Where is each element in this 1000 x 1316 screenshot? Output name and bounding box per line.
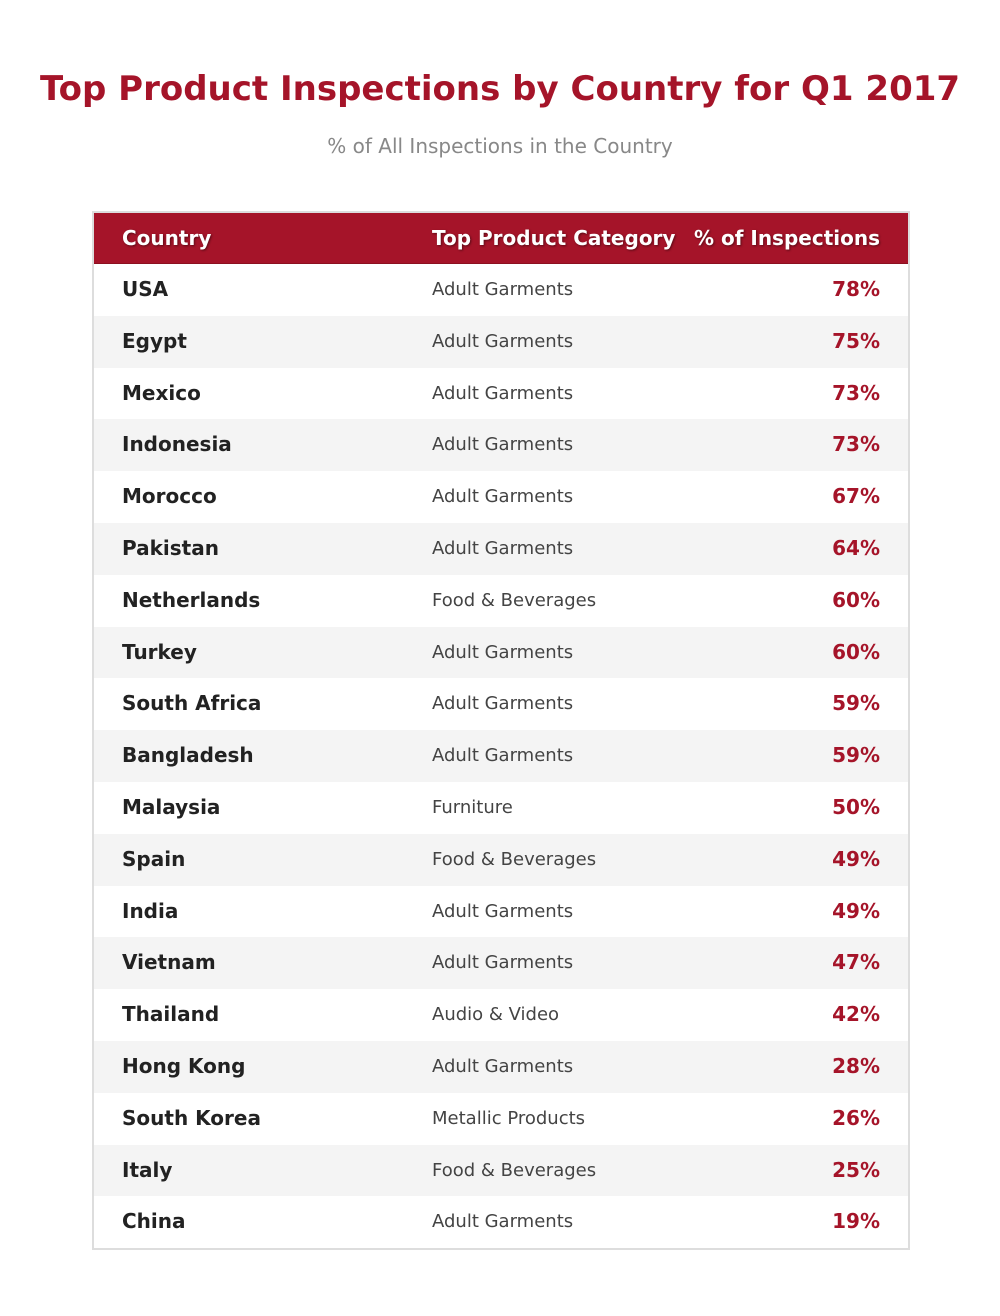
category-cell: Adult Garments	[432, 693, 574, 715]
percent-cell: 25%	[832, 1157, 880, 1182]
country-cell: Netherlands	[122, 587, 261, 612]
table-row: Thailand Audio & Video 42%	[94, 989, 908, 1041]
percent-cell: 42%	[832, 1002, 880, 1027]
category-cell: Adult Garments	[432, 330, 574, 352]
table-row: Hong Kong Adult Garments 28%	[94, 1040, 908, 1093]
percent-cell: 49%	[832, 846, 880, 871]
table-row: Malaysia Furniture 50%	[94, 781, 908, 834]
category-cell: Adult Garments	[432, 279, 574, 300]
percent-cell: 49%	[832, 898, 880, 923]
country-cell: Hong Kong	[122, 1053, 246, 1078]
column-header-country: Country	[122, 226, 212, 250]
percent-cell: 60%	[832, 639, 880, 664]
country-cell: USA	[122, 277, 169, 301]
category-cell: Adult Garments	[432, 486, 574, 508]
percent-cell: 64%	[832, 535, 880, 560]
category-cell: Adult Garments	[432, 1055, 574, 1077]
category-cell: Metallic Products	[432, 1107, 586, 1129]
category-cell: Food & Beverages	[432, 848, 597, 870]
page-title: Top Product Inspections by Country for Q…	[39, 69, 961, 109]
category-cell: Adult Garments	[432, 1211, 574, 1233]
percent-cell: 28%	[832, 1053, 880, 1078]
category-cell: Adult Garments	[432, 641, 574, 663]
country-cell: Pakistan	[122, 535, 219, 560]
percent-cell: 59%	[832, 691, 880, 716]
percent-cell: 78%	[832, 277, 880, 301]
table-row: South Korea Metallic Products 26%	[94, 1092, 908, 1145]
inspections-table: Country Top Product Category % of Inspec…	[92, 211, 910, 1251]
category-cell: Adult Garments	[432, 900, 574, 922]
percent-cell: 73%	[832, 380, 880, 405]
table-row: Pakistan Adult Garments 64%	[94, 522, 908, 575]
category-cell: Adult Garments	[432, 952, 574, 974]
category-cell: Food & Beverages	[432, 589, 597, 611]
category-cell: Adult Garments	[432, 537, 574, 559]
percent-cell: 73%	[832, 432, 880, 457]
percent-cell: 75%	[832, 328, 880, 353]
country-cell: Malaysia	[122, 794, 221, 819]
percent-cell: 59%	[832, 743, 880, 768]
table-row: Bangladesh Adult Garments 59%	[94, 730, 908, 782]
table-row: Morocco Adult Garments 67%	[94, 471, 908, 523]
category-cell: Adult Garments	[432, 434, 574, 456]
percent-cell: 67%	[832, 484, 880, 509]
table-row: Mexico Adult Garments 73%	[94, 367, 908, 420]
table-row: Italy Food & Beverages 25%	[94, 1144, 908, 1197]
table-row: Netherlands Food & Beverages 60%	[94, 574, 908, 627]
table-row: China Adult Garments 19%	[94, 1196, 908, 1249]
country-cell: Turkey	[122, 639, 197, 664]
table-body: USA Adult Garments 78% Egypt Adult Garments 7…	[94, 264, 908, 1249]
country-cell: Spain	[122, 846, 186, 871]
table-row: Egypt Adult Garments 75%	[94, 315, 908, 368]
country-cell: Indonesia	[122, 432, 232, 457]
table-row: USA Adult Garments 78%	[94, 264, 908, 316]
table-header: Country Top Product Category % of Inspec…	[94, 213, 908, 264]
percent-cell: 50%	[832, 794, 880, 819]
category-cell: Adult Garments	[432, 745, 574, 767]
country-cell: China	[122, 1209, 186, 1234]
category-cell: Audio & Video	[432, 1004, 560, 1026]
category-cell: Food & Beverages	[432, 1159, 597, 1181]
column-header-category: Top Product Category	[432, 226, 676, 250]
page-subtitle: % of All Inspections in the Country	[327, 134, 673, 158]
category-cell: Furniture	[432, 796, 513, 818]
country-cell: Italy	[122, 1157, 173, 1182]
country-cell: India	[122, 898, 179, 923]
country-cell: South Africa	[122, 691, 262, 716]
country-cell: Egypt	[122, 328, 187, 353]
table-row: Indonesia Adult Garments 73%	[94, 419, 908, 472]
table-row: Spain Food & Beverages 49%	[94, 833, 908, 886]
country-cell: Morocco	[122, 484, 217, 509]
country-cell: Bangladesh	[122, 743, 254, 768]
percent-cell: 60%	[832, 587, 880, 612]
country-cell: Thailand	[122, 1002, 220, 1027]
table-row: India Adult Garments 49%	[94, 885, 908, 938]
category-cell: Adult Garments	[432, 382, 574, 404]
table-row: Turkey Adult Garments 60%	[94, 626, 908, 679]
percent-cell: 19%	[832, 1209, 880, 1234]
country-cell: South Korea	[122, 1105, 261, 1130]
country-cell: Mexico	[122, 380, 201, 405]
table-row: South Africa Adult Garments 59%	[94, 678, 908, 731]
percent-cell: 47%	[832, 950, 880, 975]
country-cell: Vietnam	[122, 950, 216, 975]
table-row: Vietnam Adult Garments 47%	[94, 937, 908, 990]
column-header-percent: % of Inspections	[693, 226, 880, 250]
percent-cell: 26%	[832, 1105, 880, 1130]
